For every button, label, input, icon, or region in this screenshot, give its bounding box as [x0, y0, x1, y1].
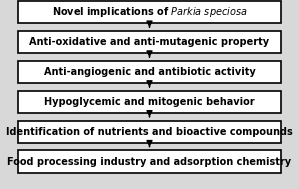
Text: Identification of nutrients and bioactive compounds: Identification of nutrients and bioactiv… [6, 127, 293, 137]
Text: Food processing industry and adsorption chemistry: Food processing industry and adsorption … [7, 157, 292, 167]
FancyBboxPatch shape [18, 121, 281, 143]
Text: $\mathbf{Novel\ implications\ of\ }$$\mathbf{\mathit{Parkia\ speciosa}}$: $\mathbf{Novel\ implications\ of\ }$$\ma… [52, 5, 247, 19]
FancyBboxPatch shape [18, 61, 281, 83]
FancyBboxPatch shape [18, 1, 281, 23]
FancyBboxPatch shape [18, 91, 281, 113]
FancyBboxPatch shape [18, 150, 281, 173]
FancyBboxPatch shape [18, 31, 281, 53]
Text: Anti-oxidative and anti-mutagenic property: Anti-oxidative and anti-mutagenic proper… [29, 37, 270, 47]
Text: Hypoglycemic and mitogenic behavior: Hypoglycemic and mitogenic behavior [44, 97, 255, 107]
Text: Anti-angiogenic and antibiotic activity: Anti-angiogenic and antibiotic activity [44, 67, 255, 77]
